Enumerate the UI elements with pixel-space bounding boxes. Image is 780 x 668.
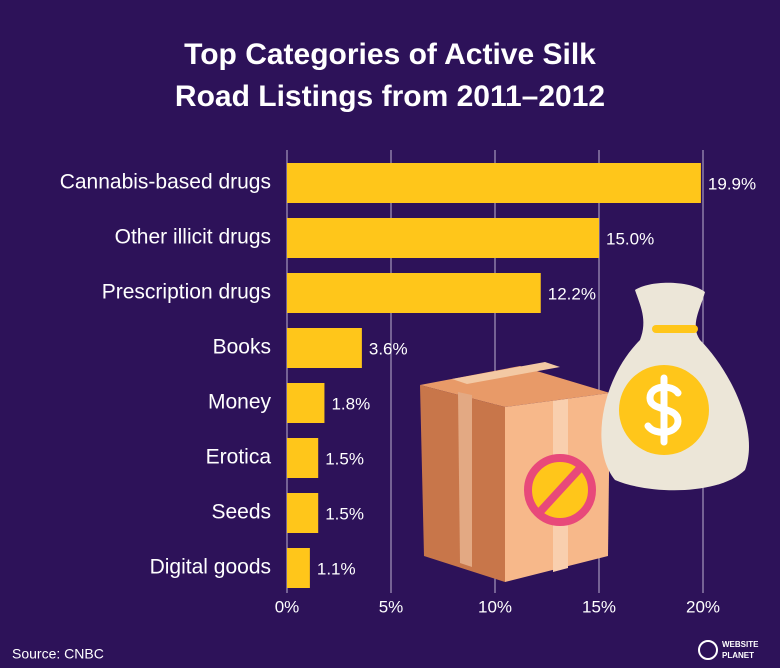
value-label: 12.2% [548,284,596,303]
x-tick-label: 20% [686,597,720,616]
bar [287,163,701,203]
x-tick-label: 0% [275,597,300,616]
value-label: 1.5% [325,504,364,523]
logo-text: PLANET [722,651,754,660]
value-label: 1.1% [317,559,356,578]
logo-icon [698,640,718,660]
bar [287,328,362,368]
source: Source: CNBC [12,646,104,662]
value-label: 15.0% [606,229,654,248]
x-tick-label: 15% [582,597,616,616]
box-illustration [420,362,610,582]
y-tick-label: Cannabis-based drugs [60,171,271,194]
y-tick-label: Erotica [206,446,272,469]
x-tick-label: 5% [379,597,404,616]
logo-text: WEBSITE [722,640,759,649]
y-tick-label: Digital goods [150,556,271,579]
value-label: 1.5% [325,449,364,468]
bar [287,438,319,478]
y-tick-label: Prescription drugs [102,281,271,304]
y-tick-label: Money [208,391,272,414]
bar [287,383,325,423]
chart-title: Top Categories of Active Silk Road Listi… [174,38,606,113]
x-tick-label: 10% [478,597,512,616]
bar [287,548,310,588]
y-tick-label: Books [213,336,271,359]
y-tick-label: Seeds [211,501,271,524]
y-tick-label: Other illicit drugs [115,226,271,249]
value-label: 3.6% [369,339,408,358]
bar [287,273,541,313]
money-bag-illustration [601,282,749,491]
value-label: 19.9% [708,174,756,193]
bar [287,218,599,258]
plot: 0% 5% 10% 15% 20% Cannabis-based drugs 19.9% Ot… [60,150,756,616]
bar [287,493,319,533]
value-label: 1.8% [331,394,370,413]
